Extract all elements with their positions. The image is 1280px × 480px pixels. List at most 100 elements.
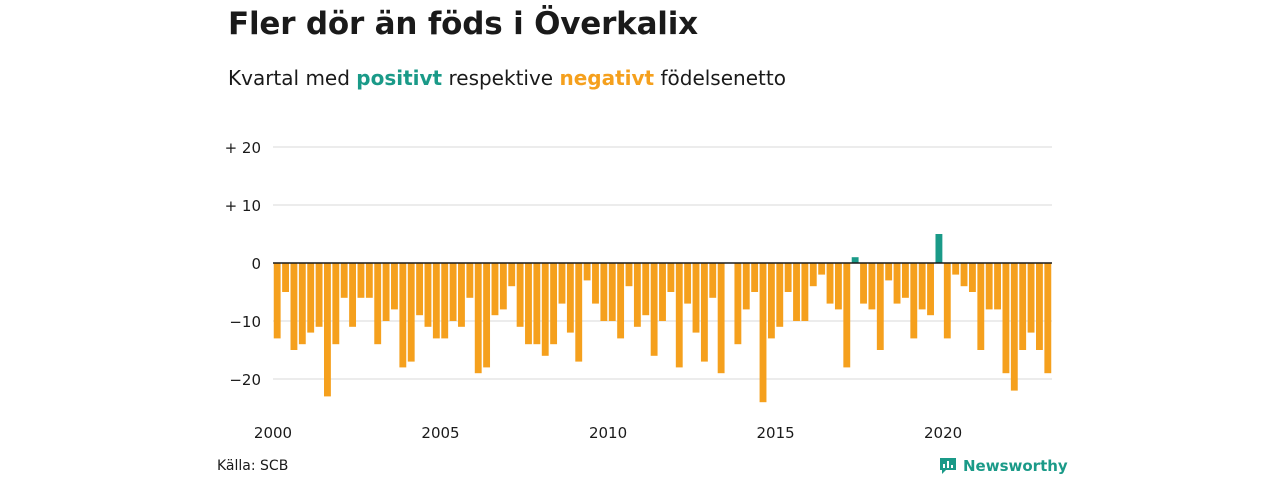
bar-negative <box>600 263 608 321</box>
bar-negative <box>491 263 499 316</box>
y-tick-label: + 10 <box>225 197 261 215</box>
bar-negative <box>290 263 298 350</box>
bar-negative <box>910 263 918 339</box>
bar-negative <box>876 263 884 350</box>
bar-negative <box>399 263 407 368</box>
bar-negative <box>700 263 708 362</box>
bar-negative <box>1044 263 1052 374</box>
y-tick-label: 0 <box>251 255 261 273</box>
bar-negative <box>642 263 650 316</box>
bar-negative <box>625 263 633 287</box>
bar-negative <box>382 263 390 321</box>
y-tick-label: −20 <box>229 371 261 389</box>
bar-negative <box>1019 263 1027 350</box>
x-tick-label: 2020 <box>924 424 962 442</box>
bar-negative <box>483 263 491 368</box>
bar-negative <box>742 263 750 310</box>
bar-negative <box>458 263 465 327</box>
bar-negative <box>692 263 700 333</box>
subtitle-suffix: födelsenetto <box>654 66 786 90</box>
bar-negative <box>994 263 1001 310</box>
bar-negative <box>617 263 625 339</box>
subtitle-negative: negativt <box>559 66 655 90</box>
bar-negative <box>717 263 725 374</box>
bar-negative <box>650 263 658 356</box>
y-tick-label: −10 <box>229 313 261 331</box>
bar-negative <box>784 263 792 292</box>
bar-negative <box>659 263 666 321</box>
bar-negative <box>391 263 398 310</box>
source-note: Källa: SCB <box>217 458 289 474</box>
bar-negative <box>533 263 541 345</box>
bar-negative <box>374 263 382 345</box>
bar-negative <box>952 263 960 275</box>
bar-negative <box>801 263 809 321</box>
bar-negative <box>977 263 985 350</box>
bar-negative <box>918 263 926 310</box>
bar-negative <box>843 263 851 368</box>
bar-negative <box>550 263 558 345</box>
bar-negative <box>407 263 415 362</box>
bar-negative <box>809 263 817 287</box>
bar-chart: + 20 + 10 0 −10 −20 2000 2005 2010 2015 2020 <box>225 139 1052 442</box>
bar-negative <box>985 263 993 310</box>
bar-negative <box>968 263 976 292</box>
newsworthy-logo-text: Newsworthy <box>963 457 1068 475</box>
bar-negative <box>558 263 566 304</box>
bar-negative <box>525 263 532 345</box>
bar-negative <box>575 263 583 362</box>
bar-negative <box>893 263 901 304</box>
bar-negative <box>416 263 424 316</box>
bar-negative <box>1036 263 1043 350</box>
chart-title: Fler dör än föds i Överkalix <box>228 6 698 42</box>
bar-positive <box>851 257 859 263</box>
bar-negative <box>759 263 767 403</box>
bar-negative <box>868 263 876 310</box>
bar-negative <box>441 263 449 339</box>
bars <box>273 234 1052 403</box>
bar-negative <box>474 263 482 374</box>
newsworthy-logo[interactable]: Newsworthy <box>938 456 1068 476</box>
bar-negative <box>432 263 440 339</box>
bar-negative <box>324 263 331 397</box>
bar-negative <box>273 263 281 339</box>
x-tick-label: 2000 <box>254 424 292 442</box>
bar-negative <box>449 263 457 321</box>
bar-negative <box>315 263 323 327</box>
bar-negative <box>298 263 306 345</box>
bar-negative <box>566 263 574 333</box>
subtitle-middle: respektive <box>442 66 560 90</box>
newsworthy-logo-icon <box>940 458 956 474</box>
y-tick-label: + 20 <box>225 139 261 157</box>
bar-negative <box>734 263 742 345</box>
x-tick-label: 2010 <box>589 424 627 442</box>
bar-negative <box>332 263 340 345</box>
subtitle-prefix: Kvartal med <box>228 66 357 90</box>
bar-negative <box>466 263 474 298</box>
bar-negative <box>818 263 826 275</box>
bar-positive <box>935 234 943 263</box>
bar-negative <box>1002 263 1010 374</box>
bar-negative <box>583 263 591 281</box>
x-tick-label: 2005 <box>421 424 459 442</box>
bar-negative <box>424 263 432 327</box>
bar-negative <box>1010 263 1018 391</box>
bar-negative <box>684 263 692 304</box>
bar-negative <box>516 263 524 327</box>
bar-negative <box>282 263 289 292</box>
subtitle-positive: positivt <box>356 66 443 90</box>
y-axis-labels: + 20 + 10 0 −10 −20 <box>225 139 261 389</box>
bar-negative <box>860 263 867 304</box>
x-axis-labels: 2000 2005 2010 2015 2020 <box>254 424 962 442</box>
bar-negative <box>927 263 934 316</box>
bar-negative <box>1027 263 1035 333</box>
bar-negative <box>675 263 683 368</box>
bar-negative <box>508 263 516 287</box>
bar-negative <box>365 263 373 298</box>
bar-negative <box>349 263 357 327</box>
bar-negative <box>834 263 842 310</box>
bar-negative <box>499 263 507 310</box>
chart-subtitle: Kvartal med positivt respektive negativt… <box>228 66 786 90</box>
bar-negative <box>541 263 549 356</box>
bar-negative <box>709 263 717 298</box>
